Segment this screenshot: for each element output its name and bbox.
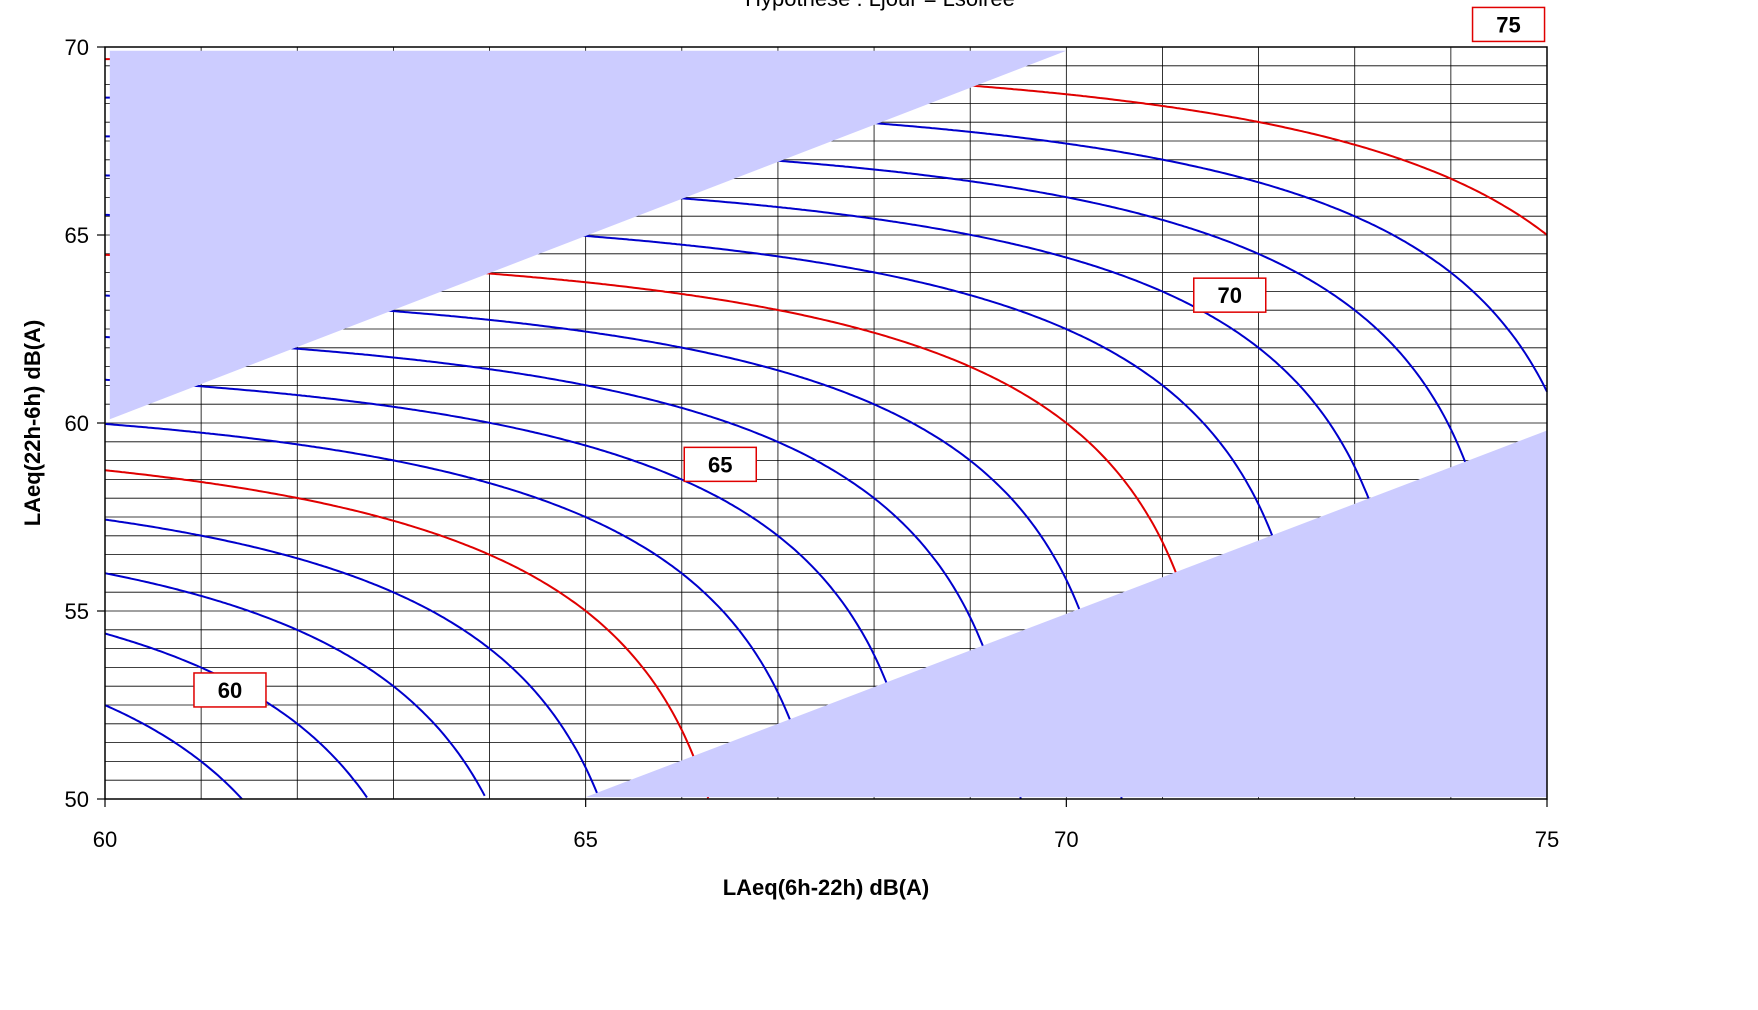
shaded-region-lower-right [585,430,1547,798]
contour-line-62 [104,632,368,799]
contour-labels: 60 65 70 75 [193,6,1546,708]
contour-label-box [683,446,758,483]
shaded-region-upper-left [109,50,1067,420]
contour-line-66 [104,422,815,797]
x-tick-label: 65 [573,827,597,852]
contour-label: 65 [708,452,732,477]
y-tick-label: 50 [65,787,89,812]
y-axis-ticks: 50 55 60 65 70 [65,35,105,812]
contour-line-67 [104,378,919,793]
x-tick-label: 75 [1535,827,1559,852]
x-axis-label: LAeq(6h-22h) dB(A) [723,875,930,900]
y-tick-label: 60 [65,411,89,436]
contour-label-box [1193,277,1267,313]
shaded-regions [109,50,1547,798]
contour-line-64 [104,518,599,796]
contour-line-65 [104,469,710,799]
contour-label-box [1471,6,1546,43]
x-tick-label: 60 [93,827,117,852]
chart-title: Hypothèse : Ljour = Lsoirée [745,0,1015,11]
contour-label: 75 [1496,12,1520,37]
y-tick-label: 70 [65,35,89,60]
contour-line-63 [104,572,486,797]
x-axis-ticks: 60 65 70 75 [93,799,1559,852]
contour-label: 60 [218,678,242,703]
x-tick-label: 70 [1054,827,1078,852]
contour-label: 70 [1218,283,1242,308]
y-axis-label: LAeq(22h-6h) dB(A) [20,320,45,527]
contour-label-box [193,672,267,708]
y-tick-label: 65 [65,223,89,248]
y-tick-label: 55 [65,599,89,624]
contour-line-61 [104,704,243,800]
